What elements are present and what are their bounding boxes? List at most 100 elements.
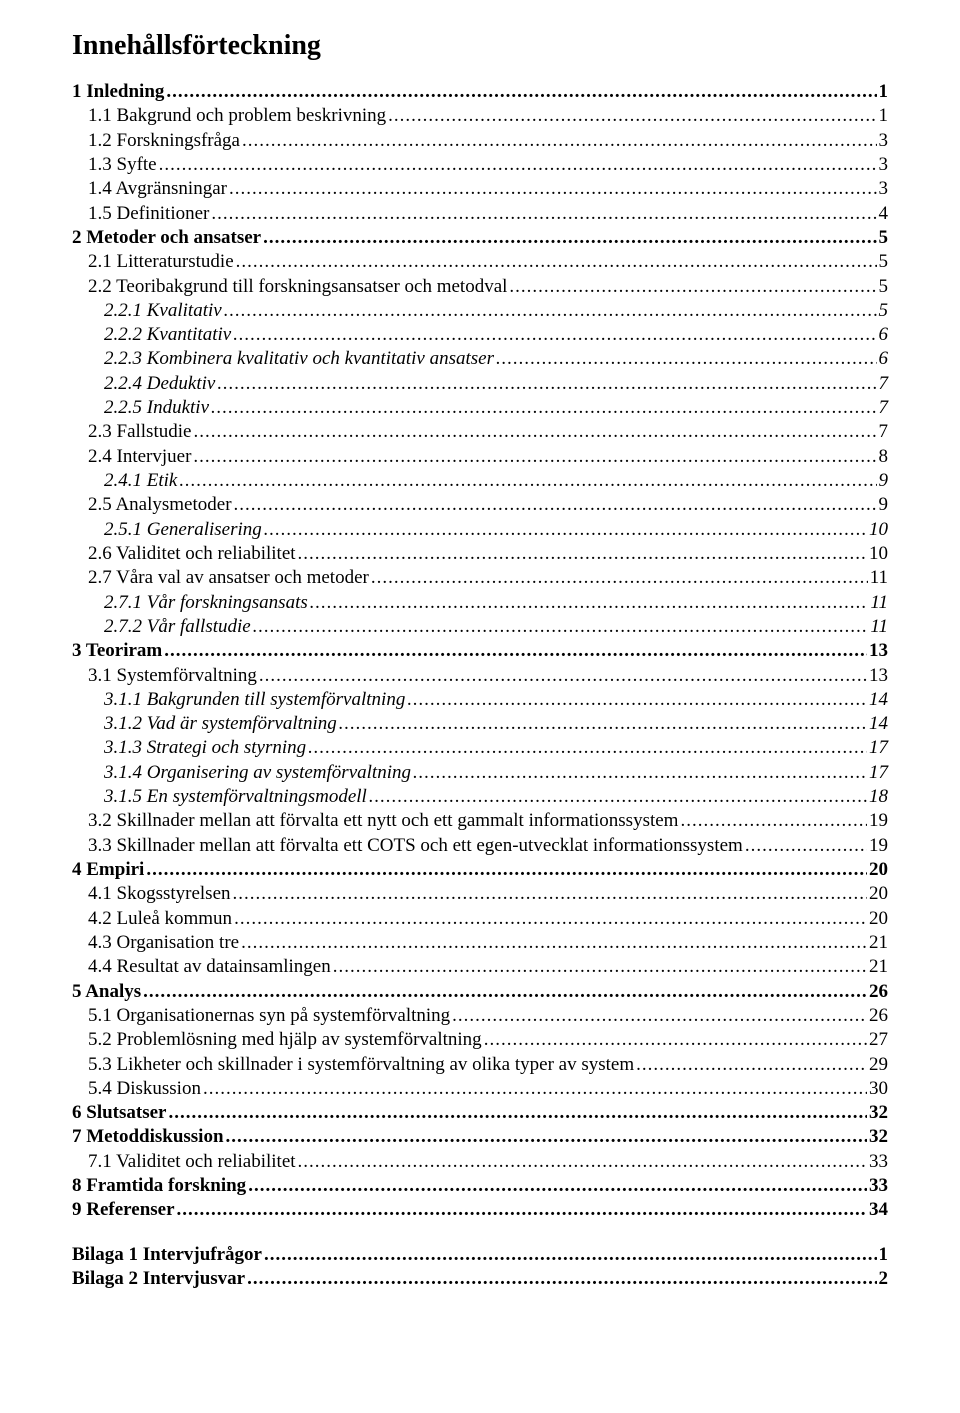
toc-entry: 5.2 Problemlösning med hjälp av systemfö… bbox=[72, 1028, 888, 1052]
toc-leader bbox=[146, 858, 867, 882]
toc-entry-page: 1 bbox=[879, 80, 889, 104]
toc-entry: 1.3 Syfte3 bbox=[72, 153, 888, 177]
toc-entry-page: 7 bbox=[879, 420, 889, 444]
toc-leader bbox=[248, 1174, 867, 1198]
toc-leader bbox=[509, 275, 876, 299]
toc-entry-page: 7 bbox=[879, 372, 889, 396]
toc-leader bbox=[168, 1101, 867, 1125]
toc-entry-label: 2.5.1 Generalisering bbox=[104, 518, 262, 542]
toc-leader bbox=[407, 688, 867, 712]
toc-leader bbox=[242, 129, 877, 153]
toc-leader bbox=[298, 542, 867, 566]
toc-entry-label: 7 Metoddiskussion bbox=[72, 1125, 224, 1149]
toc-entry-label: 2 Metoder och ansatser bbox=[72, 226, 261, 250]
toc-leader bbox=[193, 420, 876, 444]
toc-entry-label: 2.7.1 Vår forskningsansats bbox=[104, 591, 308, 615]
toc-entry: 6 Slutsatser 32 bbox=[72, 1101, 888, 1125]
toc-entry-label: 3.2 Skillnader mellan att förvalta ett n… bbox=[88, 809, 678, 833]
toc-entry: 3.3 Skillnader mellan att förvalta ett C… bbox=[72, 834, 888, 858]
toc-leader bbox=[226, 1125, 867, 1149]
toc-entry: 5.4 Diskussion30 bbox=[72, 1077, 888, 1101]
toc-entry-label: 3.1.3 Strategi och styrning bbox=[104, 736, 306, 760]
toc-appendix: Bilaga 1 Intervjufrågor1Bilaga 2 Intervj… bbox=[72, 1243, 888, 1292]
toc-leader bbox=[371, 566, 868, 590]
toc-entry-label: 3.1.5 En systemförvaltningsmodell bbox=[104, 785, 367, 809]
toc-entry-label: 2.2.2 Kvantitativ bbox=[104, 323, 231, 347]
toc-entry-page: 7 bbox=[879, 396, 889, 420]
toc-entry: 7 Metoddiskussion 32 bbox=[72, 1125, 888, 1149]
toc-entry: 1.5 Definitioner 4 bbox=[72, 202, 888, 226]
toc-entry-label: Bilaga 2 Intervjusvar bbox=[72, 1267, 245, 1291]
toc-entry: 3.1.3 Strategi och styrning17 bbox=[72, 736, 888, 760]
toc-entry-page: 13 bbox=[869, 664, 888, 688]
toc-leader bbox=[484, 1028, 867, 1052]
toc-entry-page: 11 bbox=[870, 591, 888, 615]
toc-leader bbox=[259, 664, 867, 688]
toc-entry-page: 34 bbox=[869, 1198, 888, 1222]
toc-entry-label: 2.2 Teoribakgrund till forskningsansatse… bbox=[88, 275, 507, 299]
toc-entry: 2.2.1 Kvalitativ5 bbox=[72, 299, 888, 323]
toc-entry: 1.4 Avgränsningar 3 bbox=[72, 177, 888, 201]
toc-entry: Bilaga 2 Intervjusvar 2 bbox=[72, 1267, 888, 1291]
toc-entry-label: 1.5 Definitioner bbox=[88, 202, 209, 226]
toc-entry-page: 27 bbox=[869, 1028, 888, 1052]
toc-entry-page: 11 bbox=[870, 566, 888, 590]
toc-leader bbox=[388, 104, 876, 128]
toc-leader bbox=[143, 980, 867, 1004]
toc-leader bbox=[308, 736, 867, 760]
toc-entry: 8 Framtida forskning33 bbox=[72, 1174, 888, 1198]
toc-leader bbox=[264, 1243, 877, 1267]
toc-leader bbox=[333, 955, 867, 979]
toc-entry: 2.6 Validitet och reliabilitet10 bbox=[72, 542, 888, 566]
toc-entry-page: 11 bbox=[870, 615, 888, 639]
toc-entry-label: 4.1 Skogsstyrelsen bbox=[88, 882, 231, 906]
toc-entry-page: 20 bbox=[869, 882, 888, 906]
toc-entry-label: 2.2.1 Kvalitativ bbox=[104, 299, 222, 323]
toc-body: 1 Inledning11.1 Bakgrund och problem bes… bbox=[72, 80, 888, 1223]
toc-entry-page: 30 bbox=[869, 1077, 888, 1101]
toc-leader bbox=[166, 80, 876, 104]
toc-entry-page: 1 bbox=[879, 104, 889, 128]
toc-entry-label: 3.3 Skillnader mellan att förvalta ett C… bbox=[88, 834, 743, 858]
toc-leader bbox=[452, 1004, 867, 1028]
toc-entry: 2 Metoder och ansatser5 bbox=[72, 226, 888, 250]
toc-entry-page: 19 bbox=[869, 809, 888, 833]
toc-entry-page: 4 bbox=[879, 202, 889, 226]
toc-entry-page: 2 bbox=[879, 1267, 889, 1291]
toc-entry-page: 6 bbox=[879, 323, 889, 347]
toc-entry: 2.4 Intervjuer8 bbox=[72, 445, 888, 469]
toc-entry-page: 14 bbox=[869, 712, 888, 736]
toc-entry-label: 4.3 Organisation tre bbox=[88, 931, 239, 955]
toc-entry-page: 3 bbox=[879, 177, 889, 201]
toc-entry-label: 2.1 Litteraturstudie bbox=[88, 250, 234, 274]
toc-entry-page: 33 bbox=[869, 1150, 888, 1174]
toc-entry: 1.1 Bakgrund och problem beskrivning1 bbox=[72, 104, 888, 128]
toc-entry: 2.2 Teoribakgrund till forskningsansatse… bbox=[72, 275, 888, 299]
toc-entry: 9 Referenser34 bbox=[72, 1198, 888, 1222]
toc-leader bbox=[193, 445, 876, 469]
toc-leader bbox=[164, 639, 867, 663]
toc-entry-page: 32 bbox=[869, 1125, 888, 1149]
toc-leader bbox=[264, 518, 867, 542]
toc-leader bbox=[211, 396, 876, 420]
toc-entry: 3 Teoriram13 bbox=[72, 639, 888, 663]
toc-entry: 2.1 Litteraturstudie5 bbox=[72, 250, 888, 274]
toc-entry-page: 20 bbox=[869, 907, 888, 931]
toc-entry-page: 19 bbox=[869, 834, 888, 858]
toc-entry: 4.3 Organisation tre21 bbox=[72, 931, 888, 955]
toc-leader bbox=[241, 931, 867, 955]
toc-entry: 5.1 Organisationernas syn på systemförva… bbox=[72, 1004, 888, 1028]
toc-leader bbox=[224, 299, 877, 323]
toc-leader bbox=[233, 323, 876, 347]
toc-entry: 5.3 Likheter och skillnader i systemförv… bbox=[72, 1053, 888, 1077]
toc-entry-label: 1.4 Avgränsningar bbox=[88, 177, 227, 201]
toc-leader bbox=[413, 761, 867, 785]
toc-entry: 2.2.3 Kombinera kvalitativ och kvantitat… bbox=[72, 347, 888, 371]
toc-entry-label: 1.3 Syfte bbox=[88, 153, 157, 177]
toc-leader bbox=[234, 493, 877, 517]
toc-entry-label: 7.1 Validitet och reliabilitet bbox=[88, 1150, 296, 1174]
toc-entry-page: 33 bbox=[869, 1174, 888, 1198]
toc-entry-page: 10 bbox=[869, 542, 888, 566]
toc-entry: 3.1.1 Bakgrunden till systemförvaltning1… bbox=[72, 688, 888, 712]
toc-entry: 2.7 Våra val av ansatser och metoder11 bbox=[72, 566, 888, 590]
